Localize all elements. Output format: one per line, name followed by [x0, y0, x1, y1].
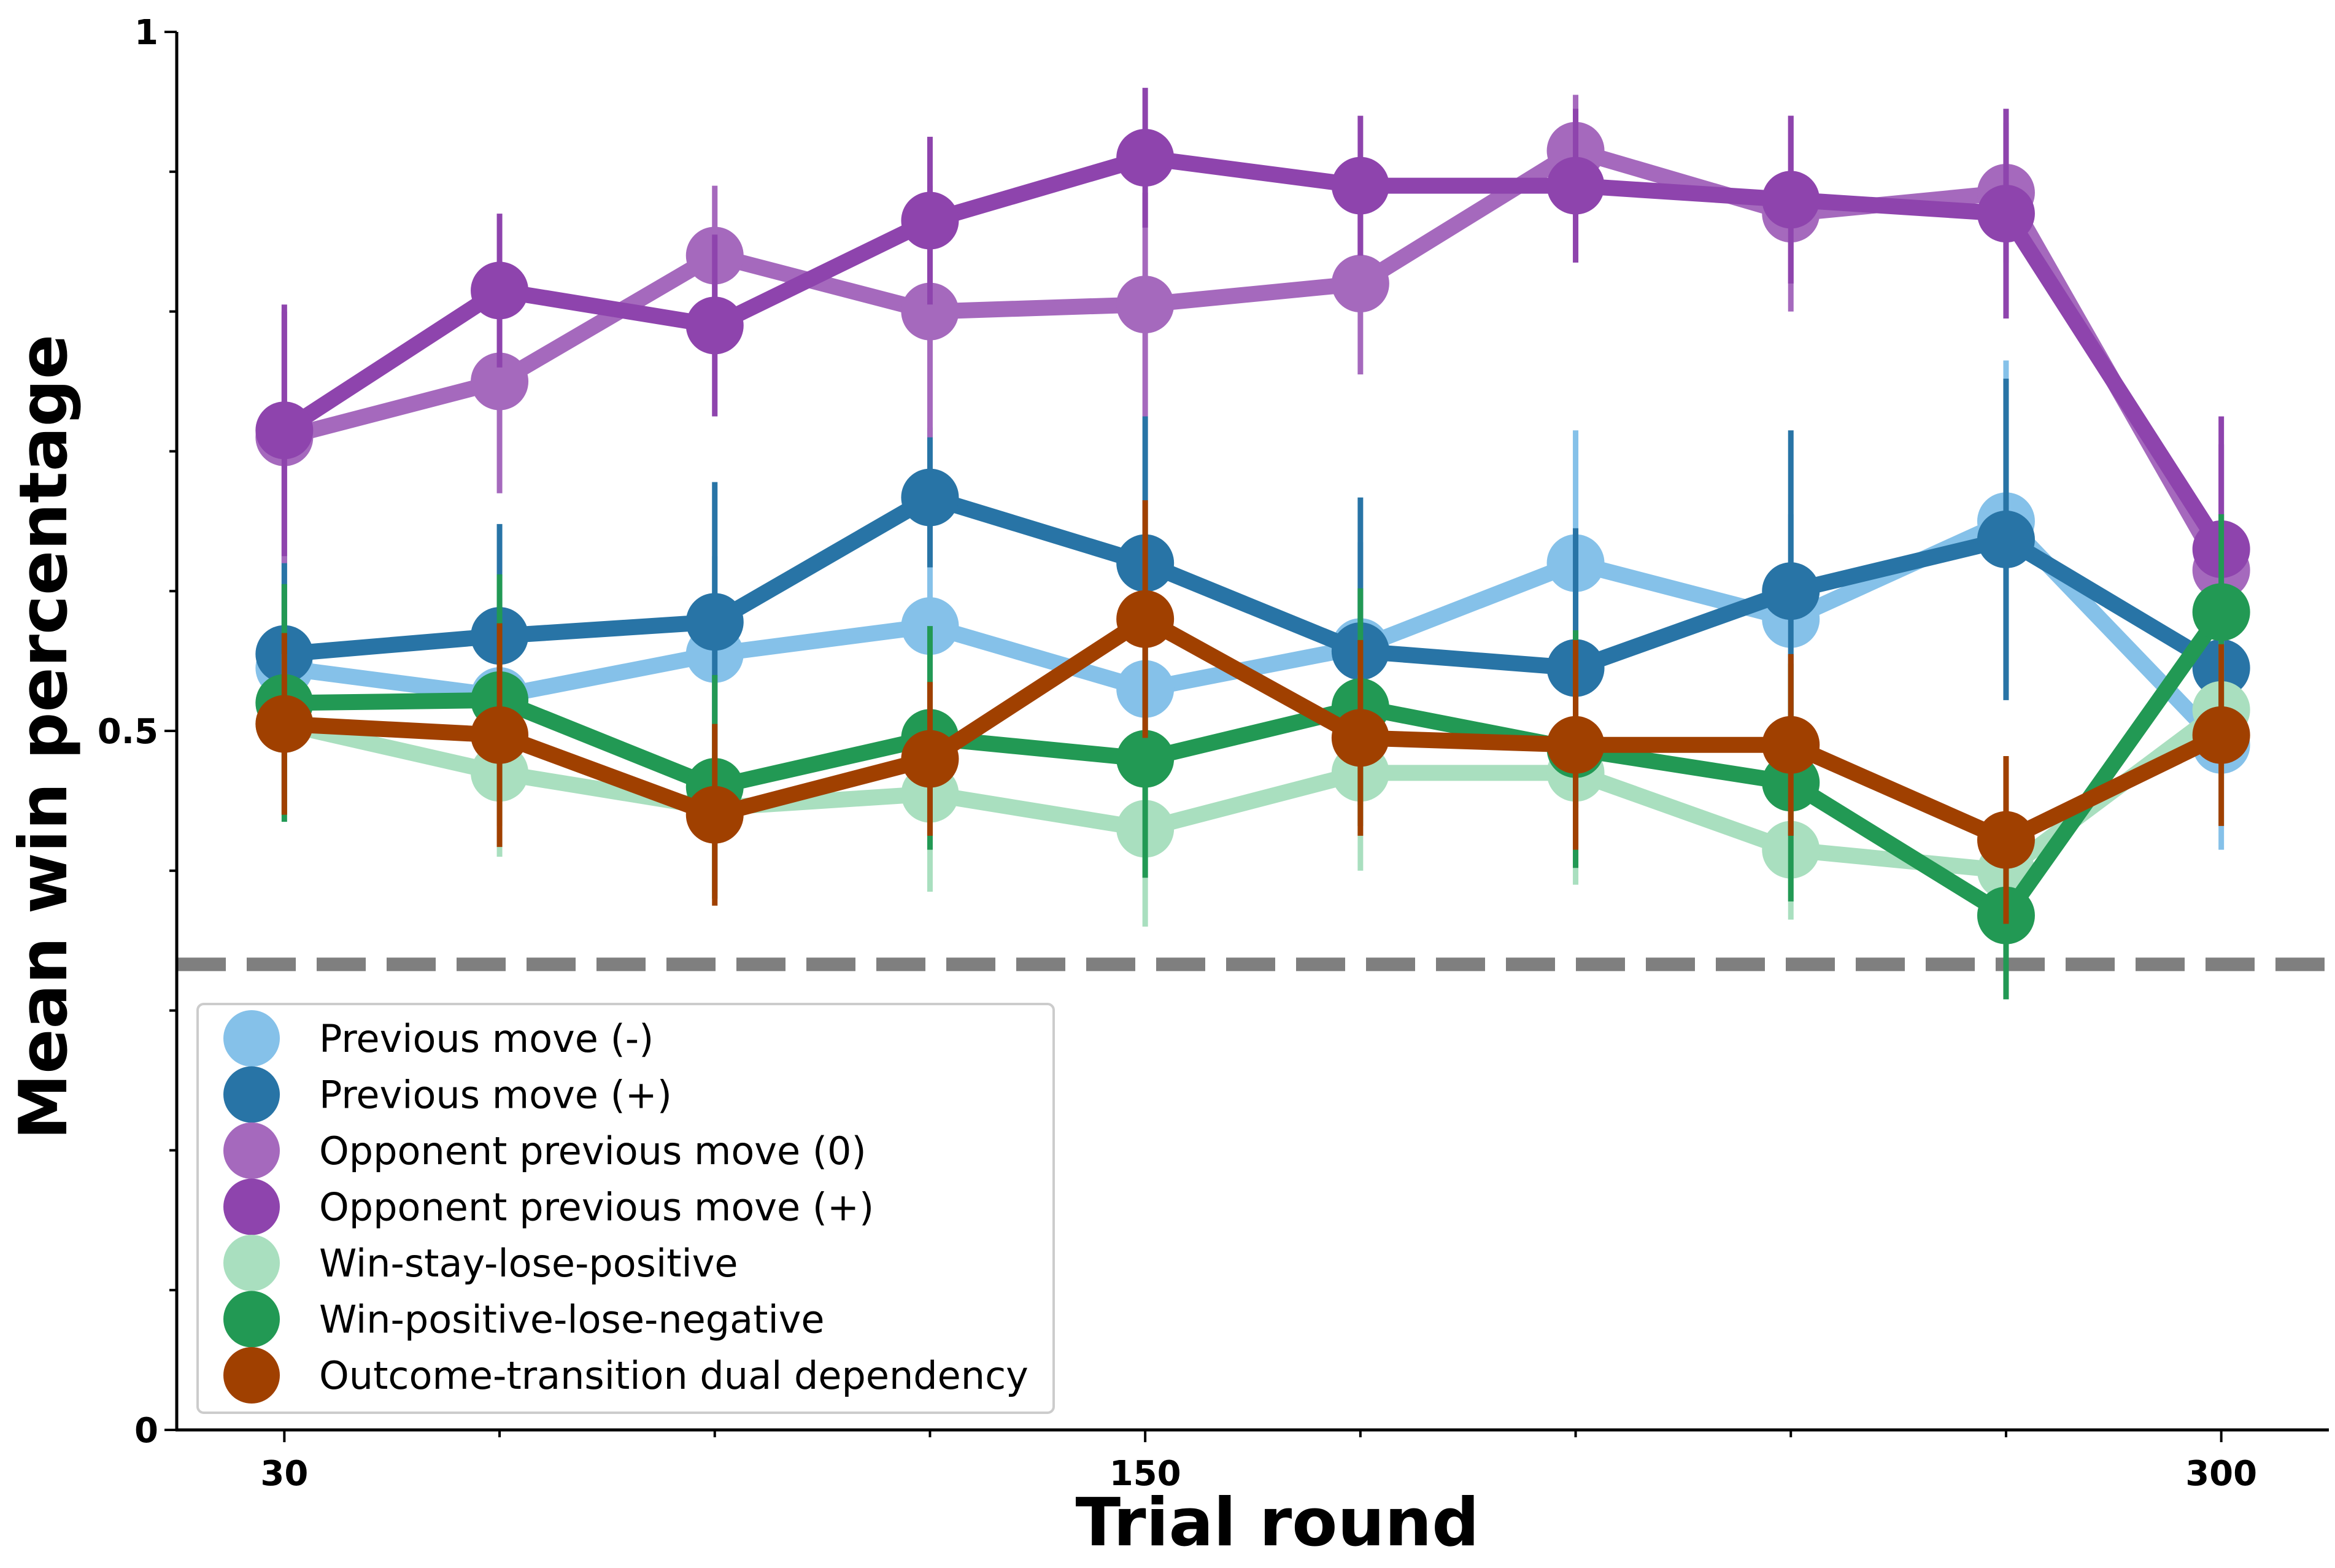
data-point [901, 282, 959, 341]
legend-label: Outcome-transition dual dependency [319, 1353, 1029, 1398]
legend-label: Opponent previous move (+) [319, 1185, 874, 1230]
data-point [685, 593, 744, 651]
data-point [1546, 716, 1605, 774]
data-point [685, 296, 744, 355]
series-2 [255, 378, 2250, 808]
y-tick-label: 1 [134, 13, 158, 53]
y-tick-label: 0.5 [98, 712, 158, 752]
data-point [1977, 811, 2035, 869]
legend-marker [223, 1122, 280, 1179]
data-point [1331, 255, 1389, 313]
legend-label: Win-stay-lose-positive [319, 1241, 738, 1286]
data-point [1331, 156, 1389, 215]
data-point [1116, 730, 1175, 788]
data-point [471, 261, 529, 320]
data-point [1116, 276, 1175, 334]
x-tick-label: 300 [2185, 1454, 2257, 1494]
data-point [2192, 583, 2250, 641]
legend-marker [223, 1010, 280, 1067]
legend: Previous move (-) Previous move (+) Oppone… [196, 1003, 1055, 1414]
series-line [284, 611, 2225, 848]
data-point [1116, 590, 1175, 648]
legend-label: Previous move (+) [319, 1073, 672, 1118]
legend-label: Win-positive-lose-negative [319, 1297, 825, 1342]
data-point [901, 191, 959, 250]
data-point [1977, 510, 2035, 568]
series-line [282, 703, 2226, 879]
legend-label: Previous move (-) [319, 1016, 654, 1061]
series-7 [255, 500, 2250, 924]
data-point [901, 468, 959, 527]
legend-marker [223, 1235, 280, 1291]
x-axis-label: Trial round [1075, 1485, 1479, 1561]
x-tick-label: 30 [260, 1454, 308, 1494]
series-4 [255, 88, 2250, 682]
data-point [1762, 171, 1820, 229]
data-point [901, 730, 959, 788]
legend-marker [223, 1291, 280, 1348]
series-line [280, 150, 2228, 554]
series-line [284, 489, 2226, 676]
legend-label: Opponent previous move (0) [319, 1129, 866, 1173]
y-axis-label: Mean win percentage [6, 334, 82, 1140]
series-layer [255, 88, 2250, 1000]
ticks-layer: 0 0.5 1 30 150 300 [98, 13, 2257, 1494]
data-point [1762, 716, 1820, 774]
data-point [471, 706, 529, 764]
legend-marker [223, 1347, 280, 1404]
data-point [1762, 562, 1820, 620]
data-point [255, 695, 314, 753]
data-point [1331, 709, 1389, 767]
data-point [685, 786, 744, 844]
data-point [1116, 129, 1175, 187]
y-tick-label: 0 [134, 1411, 158, 1451]
legend-frame [196, 1003, 1055, 1414]
legend-marker [223, 1066, 280, 1123]
data-point [1546, 156, 1605, 215]
series-line [284, 607, 2228, 924]
data-point [1977, 185, 2035, 243]
data-point [2192, 706, 2250, 764]
data-point [471, 352, 529, 411]
data-point [255, 401, 314, 460]
legend-marker [223, 1178, 280, 1235]
x-tick-label: 150 [1110, 1454, 1181, 1494]
